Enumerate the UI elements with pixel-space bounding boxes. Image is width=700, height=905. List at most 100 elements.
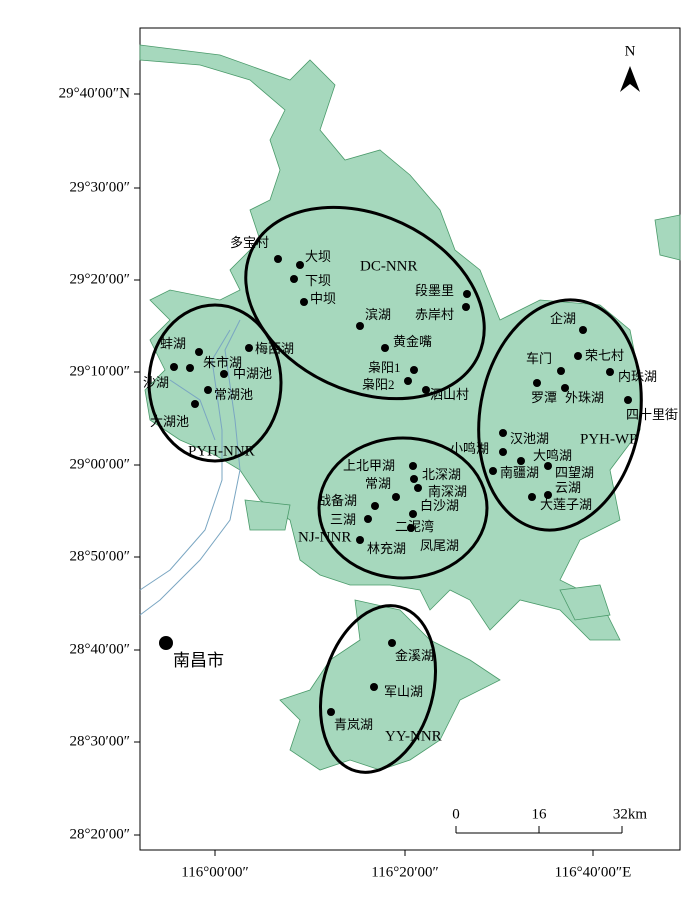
site-dot xyxy=(274,255,282,263)
lake-east xyxy=(559,584,611,621)
site-dot xyxy=(186,364,194,372)
site-label: 大莲子湖 xyxy=(540,497,592,512)
site-label: 朱市湖 xyxy=(203,355,242,370)
city-label: 南昌市 xyxy=(173,651,224,670)
site-label: 白沙湖 xyxy=(420,498,459,513)
region-outline xyxy=(477,298,643,532)
site-dot xyxy=(364,515,372,523)
lat-label: 29°20′00″ xyxy=(69,271,130,287)
site-dot xyxy=(388,639,396,647)
lat-label: 29°30′00″ xyxy=(69,179,130,195)
site-label: 汉池湖 xyxy=(510,431,549,446)
site-label: 车门 xyxy=(526,351,552,366)
region-outline xyxy=(318,604,438,774)
site-label: 常湖 xyxy=(365,476,391,491)
north-label: N xyxy=(625,43,636,59)
lat-label: 29°00′00″ xyxy=(69,456,130,472)
river xyxy=(169,379,216,441)
site-label: 黄金嘴 xyxy=(393,334,432,349)
site-dot xyxy=(517,457,525,465)
site-label: 南深湖 xyxy=(428,484,467,499)
lon-label: 116°40′00″E xyxy=(555,864,632,880)
site-label: 金溪湖 xyxy=(395,648,434,663)
site-label: 中湖池 xyxy=(233,366,272,381)
site-label: 荣七村 xyxy=(585,348,624,363)
site-label: 蚌湖 xyxy=(160,336,186,351)
site-label: 罗潭 xyxy=(531,390,557,405)
site-label: 中坝 xyxy=(310,291,336,306)
site-dot xyxy=(296,261,304,269)
site-dot xyxy=(410,475,418,483)
map-frame-group xyxy=(139,27,681,851)
site-label: 枭阳1 xyxy=(368,360,401,375)
site-dot xyxy=(245,344,253,352)
site-dot xyxy=(356,322,364,330)
site-dot xyxy=(407,524,415,532)
region-label: DC-NNR xyxy=(360,258,418,274)
site-dot xyxy=(544,491,552,499)
site-label: 四望湖 xyxy=(555,465,594,480)
site-label: 常湖池 xyxy=(214,387,253,402)
site-dot xyxy=(499,448,507,456)
region-label: NJ-NNR xyxy=(298,529,351,545)
lat-label: 28°40′00″ xyxy=(69,641,130,657)
site-label: 赤岸村 xyxy=(415,307,454,322)
site-label: 大鸣湖 xyxy=(533,448,572,463)
lat-label: 28°30′00″ xyxy=(69,733,130,749)
site-dot xyxy=(409,462,417,470)
region-label: PYH-WP xyxy=(580,431,638,447)
site-dot xyxy=(489,467,497,475)
city-dot xyxy=(159,636,173,650)
lake-main xyxy=(139,44,641,641)
site-label: 大坝 xyxy=(305,249,331,264)
site-dot xyxy=(574,352,582,360)
scale-label: 16 xyxy=(532,806,548,822)
site-dot xyxy=(544,462,552,470)
site-label: 林充湖 xyxy=(367,541,406,556)
site-dot xyxy=(422,386,430,394)
region-outline xyxy=(244,205,486,401)
site-label: 凤尾湖 xyxy=(420,538,459,553)
site-label: 泗山村 xyxy=(430,387,469,402)
site-dot xyxy=(414,484,422,492)
site-dot xyxy=(528,493,536,501)
scale-label: 32km xyxy=(613,806,648,822)
site-label: 青岚湖 xyxy=(334,717,373,732)
site-dot xyxy=(204,386,212,394)
site-dot xyxy=(462,303,470,311)
scale-bar xyxy=(455,826,623,834)
site-label: 四十里街 xyxy=(626,407,678,422)
site-label: 企湖 xyxy=(550,311,576,326)
site-label: 下坝 xyxy=(305,273,331,288)
site-dot xyxy=(624,396,632,404)
site-dot xyxy=(561,384,569,392)
site-dot xyxy=(356,536,364,544)
site-label: 军山湖 xyxy=(384,684,423,699)
site-dot xyxy=(195,348,203,356)
site-label: 三湖 xyxy=(330,512,356,527)
lake-ne xyxy=(654,214,681,261)
region-outline xyxy=(317,436,489,580)
site-dot xyxy=(300,298,308,306)
region-outline xyxy=(147,303,283,463)
site-dot xyxy=(404,377,412,385)
lat-label: 28°20′00″ xyxy=(69,826,130,842)
water xyxy=(139,44,681,771)
site-label: 云湖 xyxy=(555,480,581,495)
site-dot xyxy=(557,367,565,375)
site-label: 沙湖 xyxy=(143,375,169,390)
river xyxy=(139,319,241,616)
site-dot xyxy=(170,363,178,371)
site-dot xyxy=(327,708,335,716)
lat-label: 29°10′00″ xyxy=(69,363,130,379)
site-label: 段墨里 xyxy=(415,283,454,298)
site-label: 上北甲湖 xyxy=(343,458,395,473)
scale-label: 0 xyxy=(452,806,460,822)
site-label: 战备湖 xyxy=(318,493,357,508)
lake-islet xyxy=(244,499,291,531)
site-dot xyxy=(579,326,587,334)
site-dot xyxy=(370,683,378,691)
region-label: PYH-NNR xyxy=(188,443,255,459)
site-dot xyxy=(220,370,228,378)
